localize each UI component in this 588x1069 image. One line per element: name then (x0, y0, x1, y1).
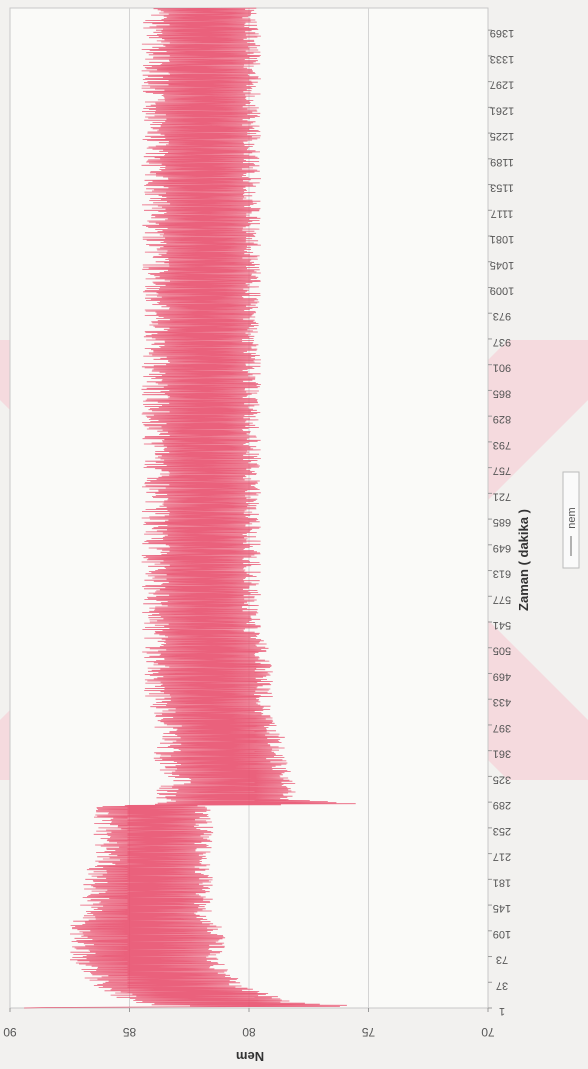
x-tick-label: 505 (493, 645, 511, 657)
x-tick-label: 181 (493, 876, 511, 888)
x-tick-label: 325 (493, 773, 511, 785)
legend-box (562, 471, 580, 569)
x-tick-label: 1045 (490, 259, 514, 271)
x-tick-label: 1369 (490, 27, 514, 39)
x-tick-label: 1009 (490, 285, 514, 297)
x-tick-label: 793 (493, 439, 511, 451)
x-tick-label: 973 (493, 310, 511, 322)
x-tick-label: 1 (499, 1005, 505, 1017)
x-tick-label: 649 (493, 542, 511, 554)
series-nem (24, 7, 356, 1009)
legend: nem (562, 471, 580, 569)
x-tick-label: 1225 (490, 130, 514, 142)
legend-label-nem: nem (566, 507, 578, 528)
x-tick-label: 217 (493, 851, 511, 863)
y-tick-label: 80 (242, 1025, 256, 1039)
x-tick-label: 865 (493, 387, 511, 399)
x-tick-labels: 1 37 73 109 145 181 217 253 289 325 361 397 433 469 50… (488, 27, 514, 1017)
x-tick-label: 613 (493, 568, 511, 580)
y-tick-label: 90 (3, 1025, 17, 1039)
x-tick-label: 73 (496, 954, 508, 966)
x-tick-label: 577 (493, 593, 511, 605)
y-tick-label: 75 (362, 1025, 376, 1039)
x-tick-label: 1117 (491, 207, 514, 219)
x-tick-label: 541 (493, 619, 511, 631)
x-tick-label: 721 (493, 490, 511, 502)
x-axis-title: Zaman ( dakika ) (516, 509, 531, 611)
x-tick-label: 1297 (490, 79, 514, 91)
y-axis-title: Nem (236, 1049, 264, 1064)
x-tick-label: 1261 (490, 104, 514, 116)
x-tick-label: 937 (493, 336, 511, 348)
x-tick-label: 361 (493, 748, 511, 760)
x-tick-label: 1333 (490, 53, 514, 65)
x-tick-label: 757 (493, 465, 511, 477)
x-tick-label: 289 (493, 799, 511, 811)
x-tick-label: 469 (493, 671, 511, 683)
x-tick-label: 901 (493, 362, 511, 374)
x-tick-label: 145 (493, 902, 511, 914)
x-tick-label: 433 (493, 696, 511, 708)
x-tick-label: 685 (493, 516, 511, 528)
y-tick-labels: 70 75 80 85 90 (3, 1008, 495, 1039)
y-tick-label: 85 (123, 1025, 137, 1039)
x-tick-label: 253 (493, 825, 511, 837)
x-tick-label: 829 (493, 413, 511, 425)
x-tick-label: 1153 (490, 182, 514, 194)
x-tick-label: 1189 (490, 156, 514, 168)
series-line-nem (24, 7, 356, 1009)
x-tick-label: 1081 (490, 233, 514, 245)
x-tick-label: 397 (493, 722, 511, 734)
x-tick-label: 109 (493, 928, 511, 940)
x-tick-label: 37 (496, 979, 508, 991)
y-tick-label: 70 (481, 1025, 495, 1039)
